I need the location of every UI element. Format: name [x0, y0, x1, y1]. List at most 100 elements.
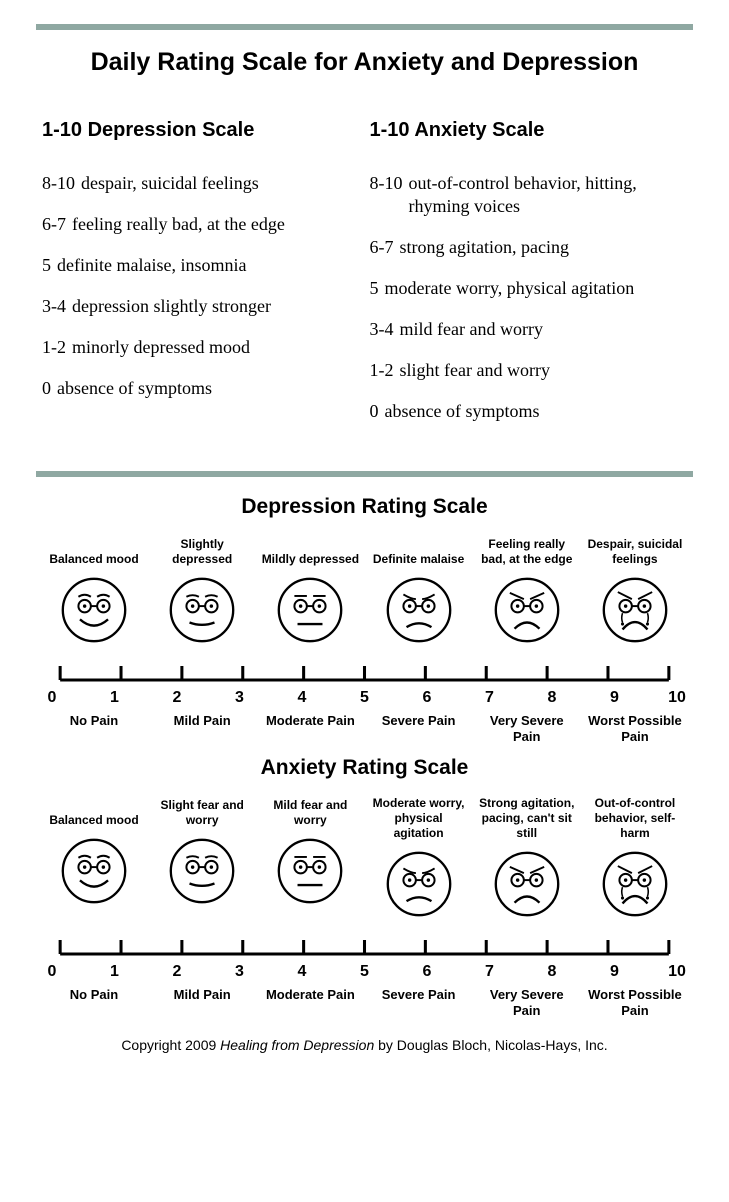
scale-item: 0absence of symptoms	[370, 400, 688, 423]
face-icon	[271, 832, 349, 915]
depression-column: 1-10 Depression Scale 8-10despair, suici…	[42, 119, 360, 441]
face-cell: Out-of-control behavior, self-harm	[585, 796, 685, 928]
face-icon	[271, 571, 349, 654]
tick-labels: 0 1 2 3 4 5 6 7 8 9 10	[42, 963, 687, 981]
face-icon	[380, 571, 458, 654]
face-cell: Balanced mood	[44, 535, 144, 654]
scale-desc: moderate worry, physical agitation	[385, 277, 635, 300]
copyright-suffix: by Douglas Bloch, Nicolas-Hays, Inc.	[374, 1037, 607, 1053]
face-label: Strong agitation, pacing, can't sit stil…	[477, 796, 577, 841]
face-icon	[163, 832, 241, 915]
scale-item: 8-10despair, suicidal feelings	[42, 172, 360, 195]
figures-section: Depression Rating ScaleBalanced moodSlig…	[36, 495, 693, 1019]
scale-range: 0	[42, 377, 57, 400]
tick-labels: 012345678910	[42, 689, 687, 707]
face-cell: Feeling really bad, at the edge	[477, 535, 577, 654]
scale-item: 5moderate worry, physical agitation	[370, 277, 688, 300]
copyright-prefix: Copyright 2009	[121, 1037, 220, 1053]
pain-label: Mild Pain	[152, 987, 252, 1020]
rating-figure: Depression Rating ScaleBalanced moodSlig…	[36, 495, 693, 746]
tick-label: 10	[667, 689, 687, 707]
tick-label: 4	[292, 963, 312, 981]
mid-rule	[36, 471, 693, 477]
scale-desc: mild fear and worry	[400, 318, 543, 341]
face-cell: Strong agitation, pacing, can't sit stil…	[477, 796, 577, 928]
tick-label: 3	[230, 689, 250, 707]
scale-range: 5	[42, 254, 57, 277]
scale-range: 1-2	[42, 336, 72, 359]
face-cell: Balanced mood	[44, 796, 144, 928]
anxiety-heading: 1-10 Anxiety Scale	[370, 119, 688, 142]
tick-label: 0	[42, 963, 62, 981]
tick-label: 9	[605, 963, 625, 981]
depression-heading: 1-10 Depression Scale	[42, 119, 360, 142]
rating-figure: Anxiety Rating ScaleBalanced moodSlight …	[36, 756, 693, 1020]
tick-label: 3	[230, 963, 250, 981]
pain-label: Severe Pain	[369, 987, 469, 1020]
face-label: Mildly depressed	[262, 535, 359, 567]
scale-item: 5definite malaise, insomnia	[42, 254, 360, 277]
copyright: Copyright 2009 Healing from Depression b…	[36, 1037, 693, 1053]
face-label: Balanced mood	[49, 796, 138, 828]
scale-desc: definite malaise, insomnia	[57, 254, 246, 277]
faces-row: Balanced mood Slight fear and worryMild f…	[36, 796, 693, 928]
face-icon	[380, 845, 458, 928]
scale-range: 1-2	[370, 359, 400, 382]
face-icon	[596, 571, 674, 654]
tick-label: 7	[480, 689, 500, 707]
depression-list: 8-10despair, suicidal feelings 6-7feeling…	[42, 172, 360, 400]
tick-label: 5	[355, 689, 375, 707]
scale-item: 8-10out-of-control behavior, hitting, rh…	[370, 172, 688, 218]
axis	[50, 934, 679, 961]
face-icon	[488, 571, 566, 654]
pain-label: Severe Pain	[369, 713, 469, 746]
scale-desc: despair, suicidal feelings	[81, 172, 259, 195]
pain-label: Moderate Pain	[260, 713, 360, 746]
face-label: Definite malaise	[373, 535, 464, 567]
tick-label: 2	[167, 963, 187, 981]
scale-desc: absence of symptoms	[57, 377, 212, 400]
tick-label: 2	[167, 689, 187, 707]
page: Daily Rating Scale for Anxiety and Depre…	[0, 0, 729, 1063]
main-title: Daily Rating Scale for Anxiety and Depre…	[36, 48, 693, 77]
tick-label: 9	[605, 689, 625, 707]
axis	[50, 660, 679, 687]
pain-labels-row: No PainMild PainModerate PainSevere Pain…	[36, 713, 693, 746]
face-icon	[163, 571, 241, 654]
face-label: Moderate worry, physical agitation	[369, 796, 469, 841]
tick-label: 0	[42, 689, 62, 707]
scale-range: 0	[370, 400, 385, 423]
scale-desc: strong agitation, pacing	[400, 236, 569, 259]
anxiety-list: 8-10out-of-control behavior, hitting, rh…	[370, 172, 688, 423]
face-cell: Mild fear and worry	[260, 796, 360, 928]
face-label: Out-of-control behavior, self-harm	[585, 796, 685, 841]
face-cell: Despair, suicidal feelings	[585, 535, 685, 654]
scale-desc: feeling really bad, at the edge	[72, 213, 285, 236]
face-cell: Mildly depressed	[260, 535, 360, 654]
anxiety-column: 1-10 Anxiety Scale 8-10out-of-control be…	[370, 119, 688, 441]
face-cell: Slight fear and worry	[152, 796, 252, 928]
pain-label: Worst Possible Pain	[585, 987, 685, 1020]
face-cell: Moderate worry, physical agitation	[369, 796, 469, 928]
scale-item: 1-2slight fear and worry	[370, 359, 688, 382]
tick-label: 10	[667, 963, 687, 981]
face-label: Balanced mood	[49, 535, 138, 567]
tick-label: 5	[355, 963, 375, 981]
tick-label: 8	[542, 963, 562, 981]
tick-label: 6	[417, 963, 437, 981]
tick-label: 1	[105, 689, 125, 707]
face-icon	[488, 845, 566, 928]
scale-range: 6-7	[42, 213, 72, 236]
pain-label: No Pain	[44, 987, 144, 1020]
face-cell: Slightly depressed	[152, 535, 252, 654]
face-label: Feeling really bad, at the edge	[477, 535, 577, 567]
scale-range: 5	[370, 277, 385, 300]
tick-label: 7	[480, 963, 500, 981]
scale-item: 1-2minorly depressed mood	[42, 336, 360, 359]
pain-labels-row: No PainMild PainModerate PainSevere Pain…	[36, 987, 693, 1020]
tick-label: 4	[292, 689, 312, 707]
pain-label: No Pain	[44, 713, 144, 746]
face-icon	[55, 571, 133, 654]
tick-label: 1	[105, 963, 125, 981]
scale-desc: depression slightly stronger	[72, 295, 271, 318]
